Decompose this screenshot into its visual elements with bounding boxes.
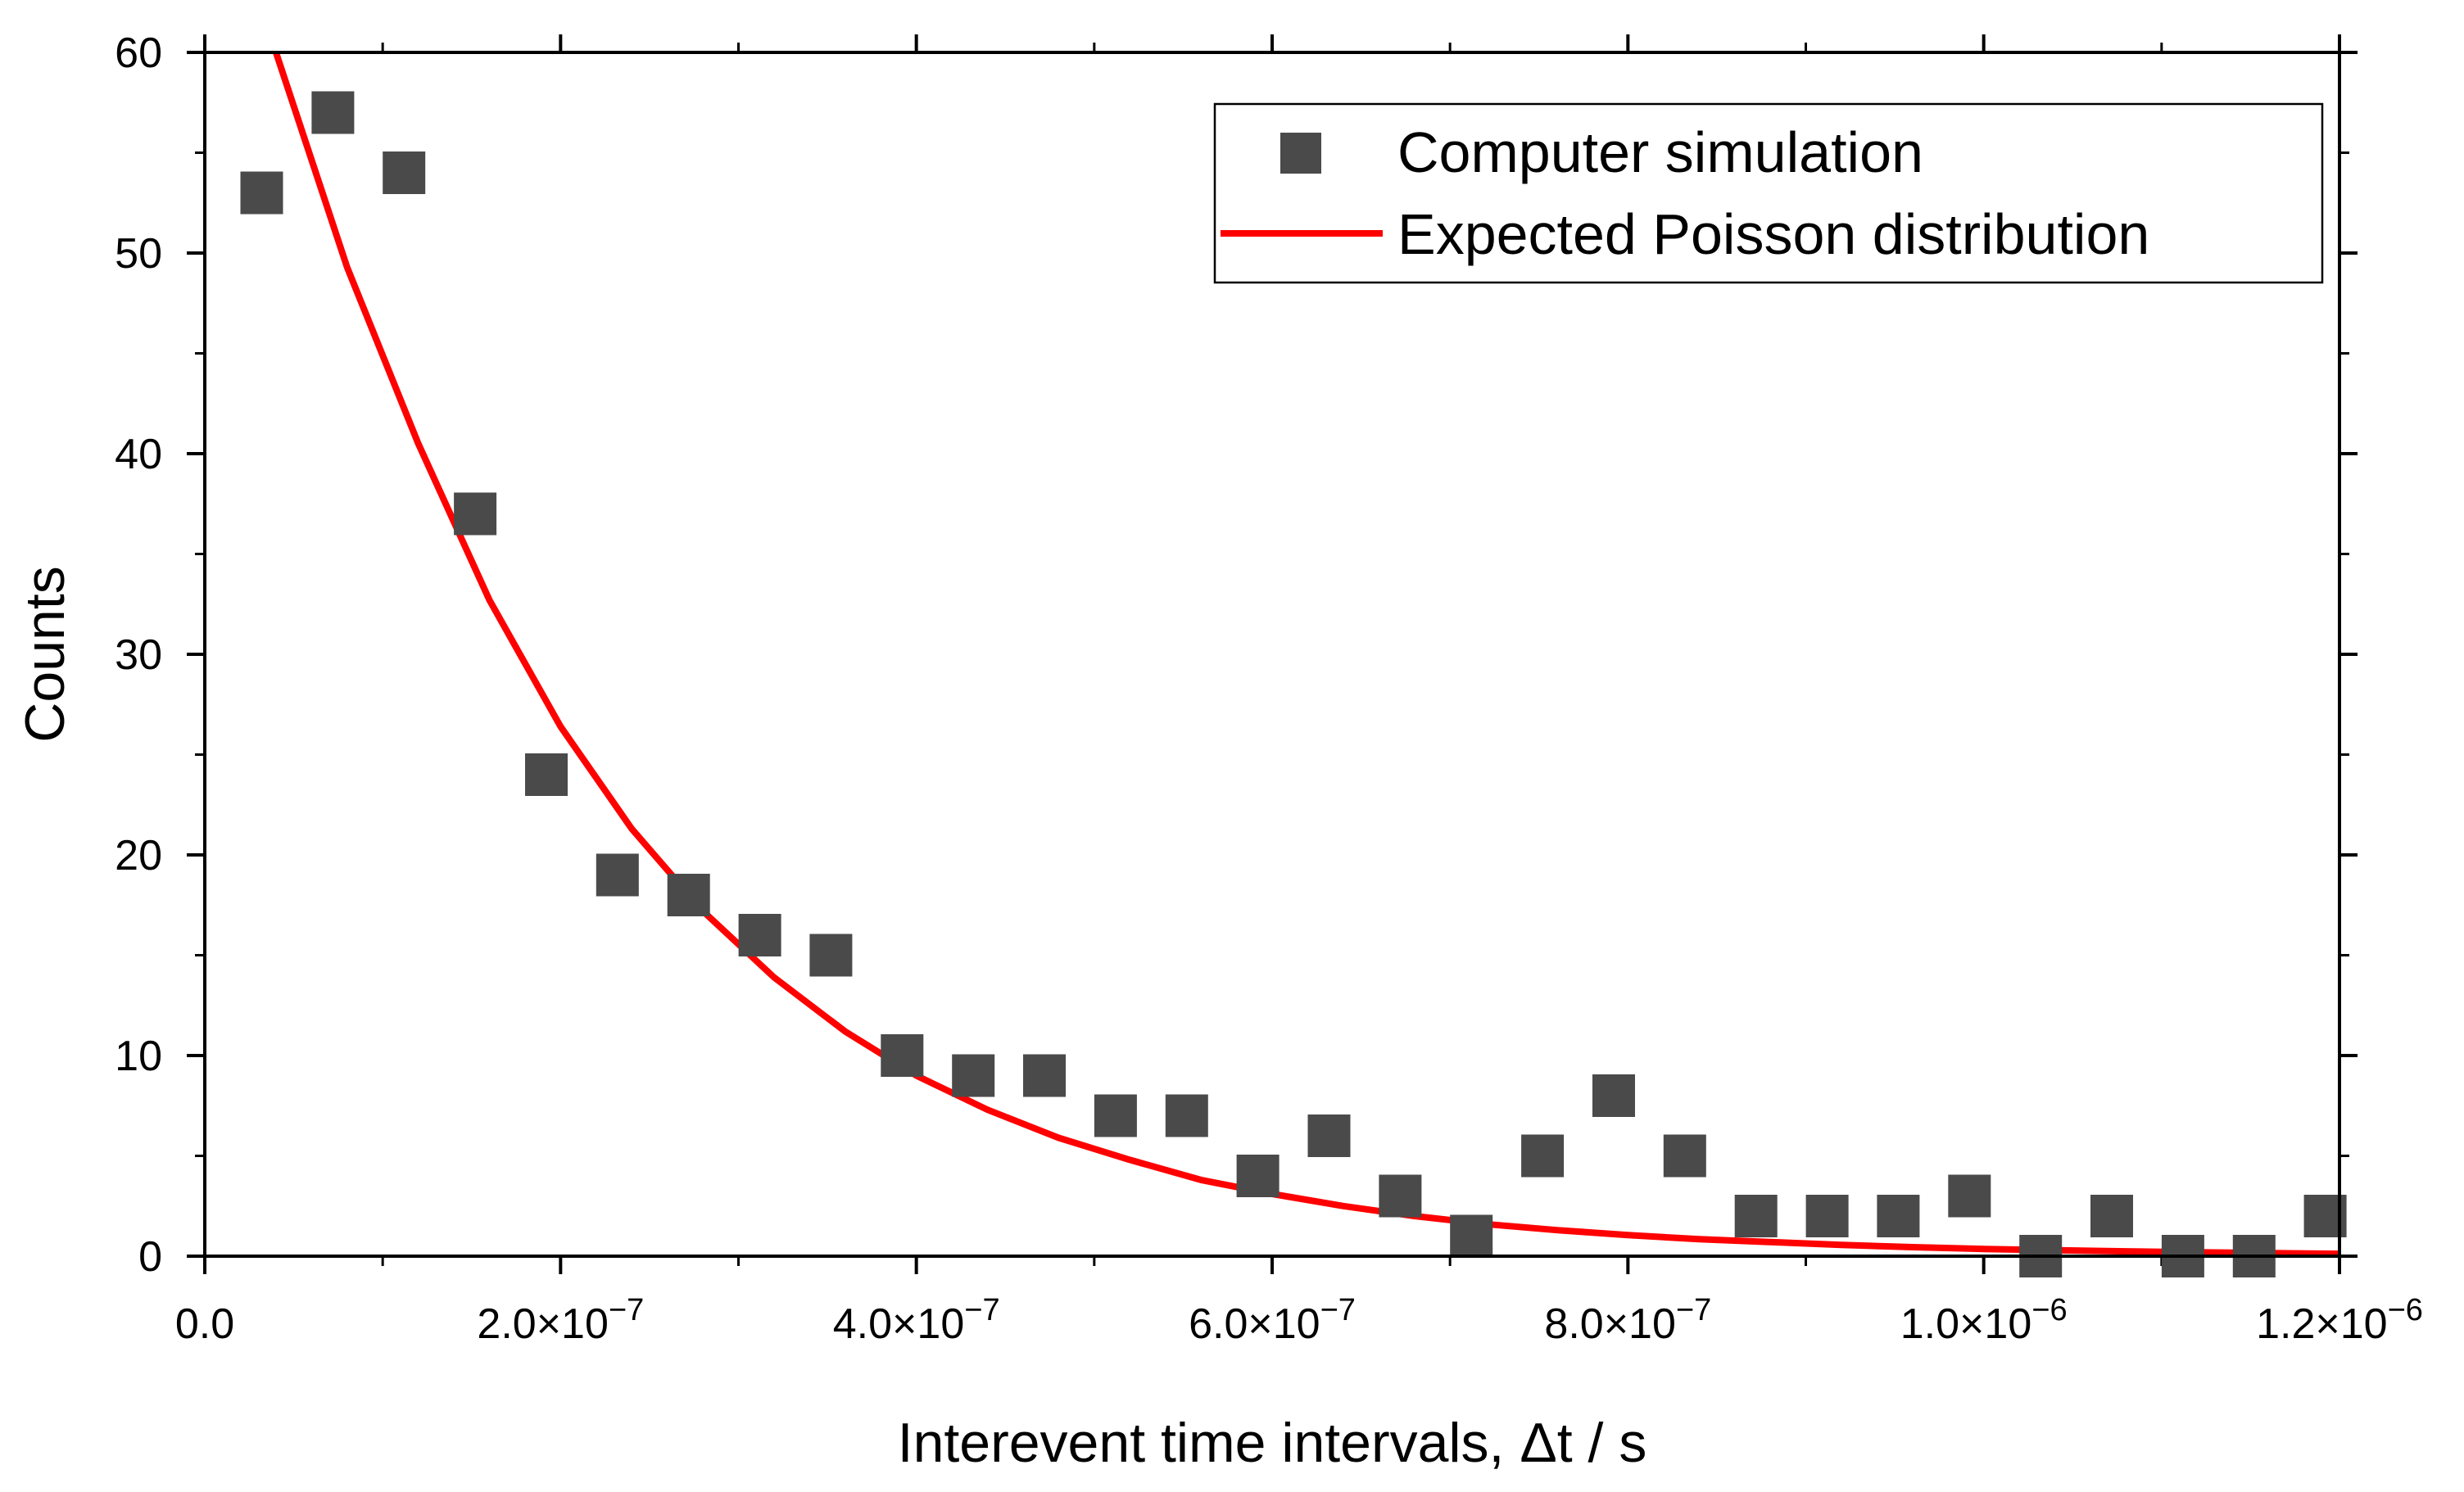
simulation-point (1165, 1094, 1208, 1137)
simulation-point (596, 853, 639, 897)
simulation-point (311, 91, 355, 134)
simulation-point (881, 1034, 924, 1077)
simulation-point (1734, 1195, 1778, 1237)
legend-label-poisson: Expected Poisson distribution (1397, 202, 2149, 266)
x-tick-label: 0.0 (175, 1300, 234, 1348)
simulation-point (1236, 1155, 1280, 1197)
simulation-point (1307, 1114, 1351, 1157)
simulation-point (383, 151, 426, 194)
poisson-curve-line (273, 52, 2339, 1256)
simulation-point (525, 753, 568, 796)
simulation-point (1023, 1054, 1066, 1097)
y-tick-label: 20 (115, 832, 162, 879)
legend: Computer simulation Expected Poisson dis… (1213, 102, 2324, 284)
simulation-point (2090, 1195, 2133, 1237)
y-tick-label: 10 (115, 1033, 162, 1080)
simulation-point (738, 914, 781, 956)
simulation-point (1450, 1214, 1493, 1258)
poisson-curve-layer (273, 52, 2339, 1256)
y-axis-title: Counts (14, 566, 76, 742)
simulation-point (1805, 1195, 1849, 1237)
simulation-point (454, 492, 497, 536)
y-tick-label: 50 (115, 230, 162, 278)
legend-box (1213, 102, 2324, 284)
simulation-point (1521, 1134, 1565, 1178)
x-axis-title: Interevent time intervals, Δt / s (898, 1412, 1647, 1474)
simulation-point (1948, 1174, 1991, 1218)
simulation-point (1592, 1074, 1635, 1117)
simulation-point (809, 934, 853, 977)
y-tick-label: 60 (115, 29, 162, 77)
x-tick-label: 8.0×10−7 (1544, 1293, 1711, 1348)
simulation-point (1379, 1174, 1422, 1218)
y-tick-label: 30 (115, 631, 162, 679)
simulation-point (1663, 1134, 1706, 1178)
simulation-point (240, 171, 283, 215)
y-tick-label: 40 (115, 431, 162, 478)
simulation-point (952, 1054, 995, 1097)
legend-square-marker-icon (1280, 133, 1321, 174)
simulation-points-layer (240, 91, 2347, 1277)
simulation-point (1094, 1094, 1137, 1137)
y-tick-label: 0 (138, 1233, 162, 1281)
simulation-point (667, 874, 710, 916)
legend-label-simulation: Computer simulation (1397, 120, 1923, 184)
plot-frame (203, 51, 2341, 1258)
simulation-point (1877, 1195, 1920, 1237)
tick-labels: 0.0 2.0×10−7 4.0×10−7 6.0×10−7 8.0×10−7 1.0×1… (115, 29, 2423, 1348)
